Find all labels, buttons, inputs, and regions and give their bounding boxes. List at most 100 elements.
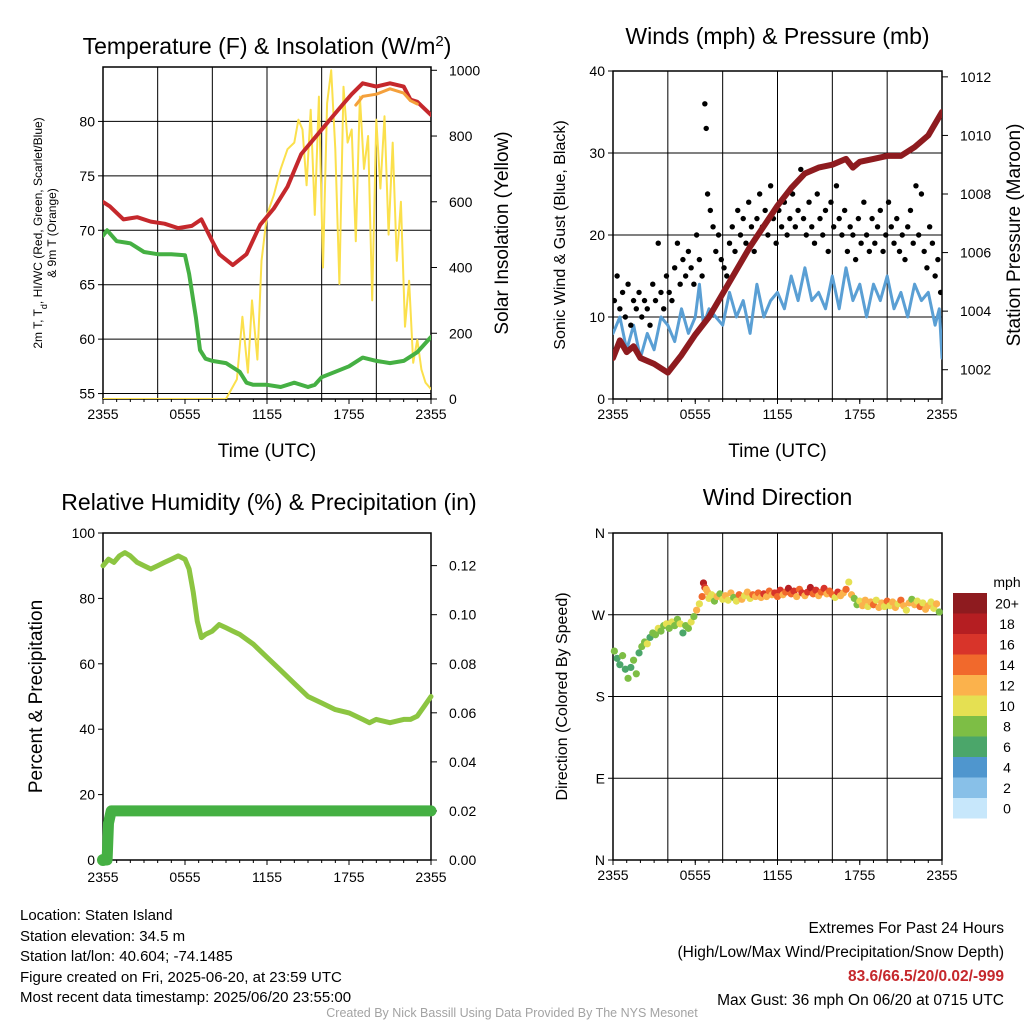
winddir-point (693, 606, 701, 614)
winds-gust-point (798, 166, 804, 173)
winddir-point (850, 594, 858, 603)
winddir-point (690, 612, 698, 621)
humidity-y2-tick-label: 0.04 (449, 754, 476, 770)
winds-gust-point (915, 232, 922, 238)
winds-gust-point (762, 207, 768, 214)
winddir-y-tick-label: N (595, 525, 605, 541)
winds-gust-point (674, 240, 681, 246)
temperature-y-tick-label: 65 (79, 277, 95, 293)
humidity-x-tick-label: 1755 (333, 869, 364, 885)
winds-x-tick-label: 0555 (680, 406, 711, 422)
winddir-point (872, 596, 880, 604)
winds-gust-point (874, 224, 881, 230)
winds-gust-point (926, 224, 933, 230)
colorbar-swatch (953, 654, 987, 675)
winddir-point (732, 597, 740, 605)
winds-gust-point (633, 306, 640, 312)
winddir-point (627, 663, 635, 672)
winddir-point (695, 600, 703, 608)
winds-gust-point (693, 232, 700, 238)
winddir-point (897, 596, 905, 604)
winddir-point (618, 652, 627, 660)
colorbar-label: 8 (1003, 718, 1011, 734)
colorbar-label: 10 (999, 698, 1015, 714)
winds-gust-point (896, 248, 903, 255)
recent-data-text: Most recent data timestamp: 2025/06/20 2… (20, 989, 352, 1006)
winddir-point (635, 649, 643, 657)
temperature-series-line (354, 87, 419, 107)
humidity-y2-tick-label: 0.08 (449, 656, 476, 672)
winds-gust-point (652, 297, 659, 304)
winds-gust-point (844, 248, 851, 255)
winds-y-tick-label: 30 (589, 145, 605, 161)
winddir-point (616, 661, 624, 669)
winddir-x-tick-label: 2355 (597, 867, 628, 883)
winds-gust-point (836, 215, 842, 222)
temperature-x-tick-label: 2355 (415, 406, 446, 422)
winds-y2-tick-label: 1012 (960, 69, 991, 85)
winds-gust-point (800, 215, 807, 222)
temperature-x-tick-label: 2355 (87, 406, 118, 422)
temperature-y-tick-label: 55 (79, 386, 95, 402)
winds-gust-point (729, 224, 735, 230)
winddir-x-tick-label: 1155 (762, 867, 792, 883)
winds-gust-point (699, 273, 705, 279)
winds-gust-point (724, 273, 730, 279)
winddir-point (842, 585, 850, 593)
colorbar-swatch (953, 675, 987, 696)
winds-y-tick-label: 0 (597, 391, 605, 407)
colorbar-swatch (953, 757, 987, 778)
temperature-title: Temperature (F) & Insolation (W/m2) (83, 33, 452, 60)
winds-gust-point (888, 224, 894, 230)
humidity-y2-tick-label: 0.12 (449, 558, 476, 574)
winds-gust-point (885, 199, 892, 205)
temperature-y-tick-label: 70 (79, 222, 95, 238)
winds-gust-point (784, 232, 790, 238)
winds-x-axis-label: Time (UTC) (728, 441, 827, 462)
credit-text: Created By Nick Bassill Using Data Provi… (326, 1006, 698, 1020)
winds-gust-point (685, 248, 692, 255)
colorbar-label: 2 (1003, 780, 1011, 796)
winds-gust-point (883, 232, 889, 238)
winds-gust-point (682, 273, 689, 279)
winds-gust-point (715, 232, 722, 238)
winds-gust-point (655, 240, 661, 246)
winds-gust-point (814, 191, 820, 197)
temperature-series-line (103, 228, 431, 389)
winddir-point (919, 599, 927, 607)
winds-gust-point (902, 256, 908, 263)
humidity-y-axis-label: Percent & Precipitation (26, 600, 47, 793)
winddir-point (679, 629, 687, 637)
temperature-y2-tick-label: 200 (449, 325, 473, 341)
winddir-point (684, 624, 692, 632)
colorbar-label: 16 (999, 636, 1015, 652)
winds-y2-tick-label: 1002 (960, 362, 991, 378)
winds-gust-point (831, 224, 837, 230)
winds-gust-point (773, 240, 779, 246)
winds-gust-point (866, 248, 873, 255)
winddir-point (908, 595, 916, 603)
winds-gust-point (841, 207, 848, 214)
winddir-point (880, 602, 889, 611)
winddir-point (629, 656, 638, 664)
winds-gust-point (792, 224, 799, 230)
winds-gust-point (754, 215, 760, 222)
winds-gust-point (613, 297, 618, 304)
temperature-y2-tick-label: 800 (449, 128, 473, 144)
winddir-point (845, 578, 853, 586)
humidity-precip-line (97, 805, 437, 866)
winddir-title: Wind Direction (703, 484, 853, 510)
winds-y2-axis-label: Station Pressure (Maroon) (1004, 124, 1024, 347)
winddir-y-axis-label: Direction (Colored By Speed) (554, 592, 571, 800)
colorbar-swatch (953, 736, 987, 757)
winds-gust-point (704, 191, 711, 197)
winds-gust-point (710, 224, 716, 230)
temperature-series-group (103, 69, 431, 399)
humidity-y-tick-label: 0 (87, 852, 95, 868)
winds-gust-point (811, 240, 818, 246)
winddir-point (676, 620, 684, 628)
winds-gust-point (641, 297, 648, 304)
winddir-point (861, 596, 869, 604)
winddir-point (610, 647, 618, 655)
